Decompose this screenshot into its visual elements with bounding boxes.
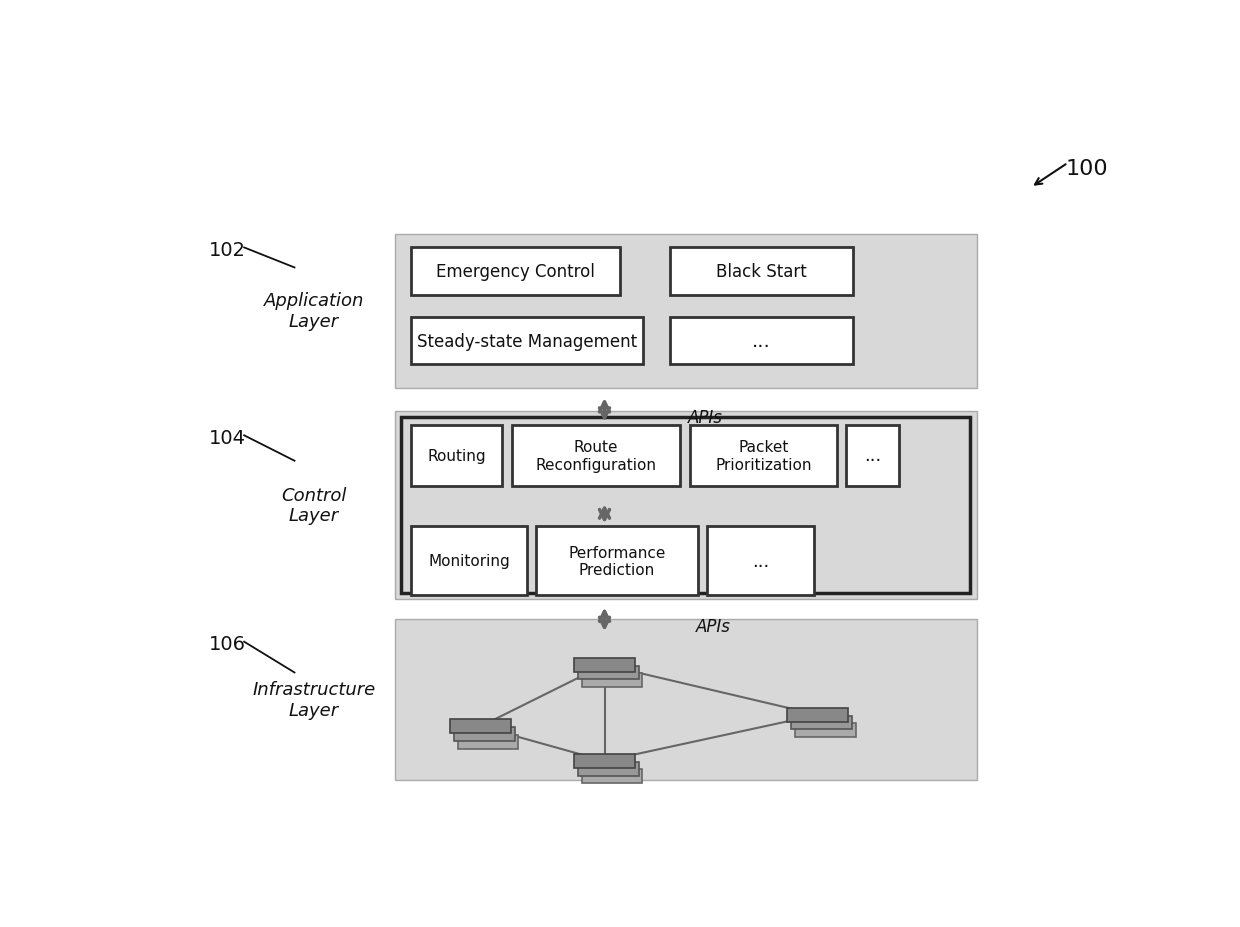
Text: Emergency Control: Emergency Control	[436, 263, 595, 281]
Text: 106: 106	[210, 634, 247, 654]
Bar	[578, 666, 639, 679]
Bar	[791, 716, 852, 730]
Text: Monitoring: Monitoring	[428, 553, 510, 568]
Bar	[578, 762, 639, 776]
FancyBboxPatch shape	[396, 235, 977, 388]
FancyBboxPatch shape	[410, 425, 502, 487]
FancyBboxPatch shape	[671, 248, 853, 296]
Bar	[787, 708, 848, 722]
Text: Routing: Routing	[427, 449, 486, 464]
Text: ...: ...	[751, 552, 769, 570]
Text: ...: ...	[864, 447, 882, 464]
Text: 104: 104	[210, 428, 247, 447]
Text: Black Start: Black Start	[715, 263, 807, 281]
Bar	[450, 719, 511, 733]
Bar	[458, 735, 518, 749]
Bar	[574, 755, 635, 768]
FancyBboxPatch shape	[511, 425, 681, 487]
FancyBboxPatch shape	[410, 248, 620, 296]
FancyBboxPatch shape	[847, 425, 899, 487]
FancyBboxPatch shape	[410, 317, 644, 365]
FancyBboxPatch shape	[396, 619, 977, 781]
Text: ...: ...	[753, 332, 771, 350]
Bar	[795, 723, 856, 737]
Bar	[454, 728, 515, 742]
Text: Application
Layer: Application Layer	[264, 292, 365, 331]
Bar	[582, 769, 642, 783]
Text: APIs: APIs	[696, 617, 730, 636]
FancyBboxPatch shape	[410, 527, 527, 596]
FancyBboxPatch shape	[689, 425, 837, 487]
Text: Control
Layer: Control Layer	[281, 486, 346, 525]
FancyBboxPatch shape	[707, 527, 813, 596]
Text: APIs: APIs	[688, 409, 723, 426]
Bar	[582, 674, 642, 687]
FancyBboxPatch shape	[396, 412, 977, 600]
Text: Steady-state Management: Steady-state Management	[417, 332, 637, 350]
Text: Infrastructure
Layer: Infrastructure Layer	[252, 680, 376, 719]
Text: Route
Reconfiguration: Route Reconfiguration	[536, 439, 656, 472]
Text: 100: 100	[1065, 159, 1109, 179]
Text: 102: 102	[210, 240, 247, 260]
Bar	[574, 658, 635, 672]
FancyBboxPatch shape	[536, 527, 697, 596]
FancyBboxPatch shape	[671, 317, 853, 365]
Text: Packet
Prioritization: Packet Prioritization	[715, 439, 812, 472]
Text: Performance
Prediction: Performance Prediction	[568, 545, 666, 578]
